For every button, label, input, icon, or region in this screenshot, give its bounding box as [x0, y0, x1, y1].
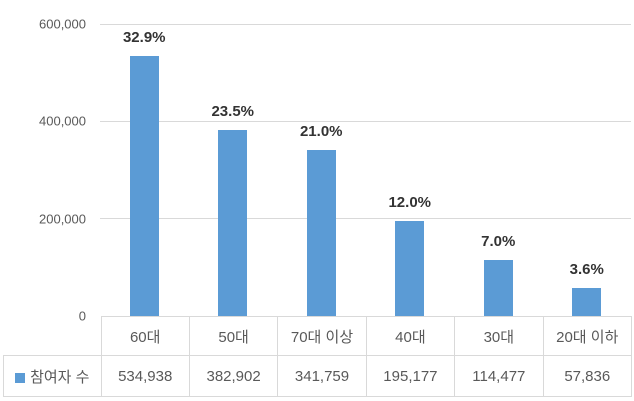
y-axis-tick-label: 200,000	[39, 211, 86, 227]
percent-data-label: 32.9%	[122, 28, 166, 46]
category-cell: 50대	[188, 316, 279, 356]
y-axis-tick-label: 400,000	[39, 113, 86, 129]
percent-data-label: 12.0%	[388, 194, 432, 211]
category-cell: 40대	[365, 316, 456, 356]
gridline	[100, 23, 631, 25]
bar	[306, 149, 336, 316]
category-header-row: 60대 50대 70대 이상 40대 30대 20대 이하	[4, 316, 633, 356]
value-cell: 57,836	[542, 355, 633, 397]
category-cell: 70대 이상	[277, 316, 367, 356]
value-cell: 382,902	[188, 355, 279, 397]
table-blank-cell	[4, 317, 102, 356]
legend-label: 참여자 수	[30, 368, 90, 386]
percent-data-label: 3.6%	[569, 260, 604, 278]
bar	[129, 55, 159, 316]
value-cell: 114,477	[454, 355, 544, 397]
bar	[483, 260, 513, 316]
legend-cell: 참여자 수	[3, 355, 102, 397]
bar	[572, 287, 602, 316]
bar	[395, 221, 425, 316]
category-cell: 30대	[454, 316, 544, 356]
bar	[218, 129, 248, 316]
gridline	[100, 120, 631, 122]
percent-data-label: 7.0%	[481, 233, 516, 251]
y-axis-tick-label: 0	[78, 308, 86, 324]
value-cell: 195,177	[365, 355, 456, 397]
value-cell: 341,759	[277, 355, 367, 397]
category-cell: 60대	[100, 316, 190, 356]
legend-swatch-icon	[15, 372, 26, 383]
value-row: 참여자 수 534,938 382,902 341,759 195,177 114,47…	[3, 355, 633, 397]
data-table: 60대 50대 70대 이상 40대 30대 20대 이하 참여자 수 534,938 38…	[3, 316, 633, 397]
y-axis-tick-label: 600,000	[39, 16, 86, 32]
percent-data-label: 23.5%	[211, 102, 255, 120]
category-cell: 20대 이하	[542, 316, 633, 356]
value-cell: 534,938	[100, 355, 190, 397]
gridline	[100, 218, 631, 220]
percent-data-label: 21.0%	[299, 122, 343, 140]
